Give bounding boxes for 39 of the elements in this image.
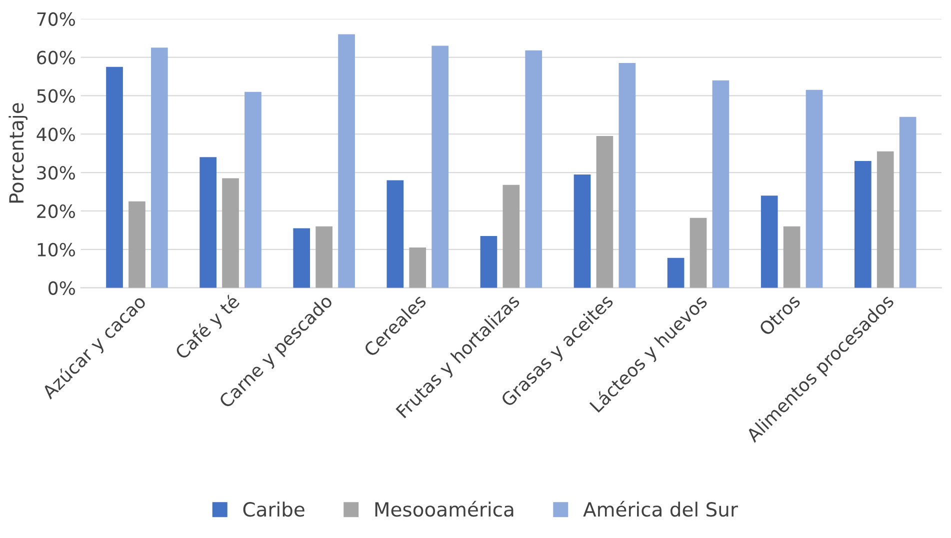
- bar: [899, 116, 916, 288]
- bar: [244, 92, 262, 288]
- y-tick-label: 60%: [37, 50, 75, 64]
- bar: [480, 236, 498, 288]
- bar: [502, 184, 520, 288]
- bar: [667, 258, 684, 288]
- y-tick-label: 50%: [37, 89, 75, 103]
- legend-label: América del Sur: [583, 500, 738, 517]
- bar: [338, 34, 355, 288]
- bar: [806, 90, 823, 288]
- y-axis-title: Porcentaje: [8, 103, 28, 203]
- bar: [128, 201, 146, 288]
- bar: [854, 161, 872, 288]
- bar: [876, 151, 894, 288]
- legend-label: Mesooamérica: [375, 500, 514, 517]
- bar: [200, 157, 216, 288]
- bar: [316, 226, 332, 288]
- y-tick-label: 20%: [37, 204, 75, 218]
- bar: [386, 180, 404, 288]
- y-tick-label: 10%: [38, 242, 75, 257]
- bar: [596, 136, 614, 288]
- bar: [712, 80, 730, 288]
- legend-label: Caribe: [243, 502, 304, 517]
- bar: [432, 46, 448, 288]
- y-tick-label: 0%: [48, 281, 75, 295]
- bar: [106, 66, 123, 288]
- bar: [222, 178, 239, 288]
- bar: [783, 226, 800, 288]
- bar: [409, 247, 426, 288]
- bar: [760, 196, 778, 288]
- bar: [618, 63, 636, 288]
- y-tick-label: 40%: [36, 128, 75, 142]
- y-tick-label: 30%: [37, 166, 75, 180]
- bar: [690, 218, 707, 288]
- bar: [150, 48, 168, 288]
- bar: [293, 228, 310, 288]
- bar: [574, 174, 591, 288]
- y-tick-label: 70%: [37, 12, 75, 26]
- bar: [525, 50, 542, 288]
